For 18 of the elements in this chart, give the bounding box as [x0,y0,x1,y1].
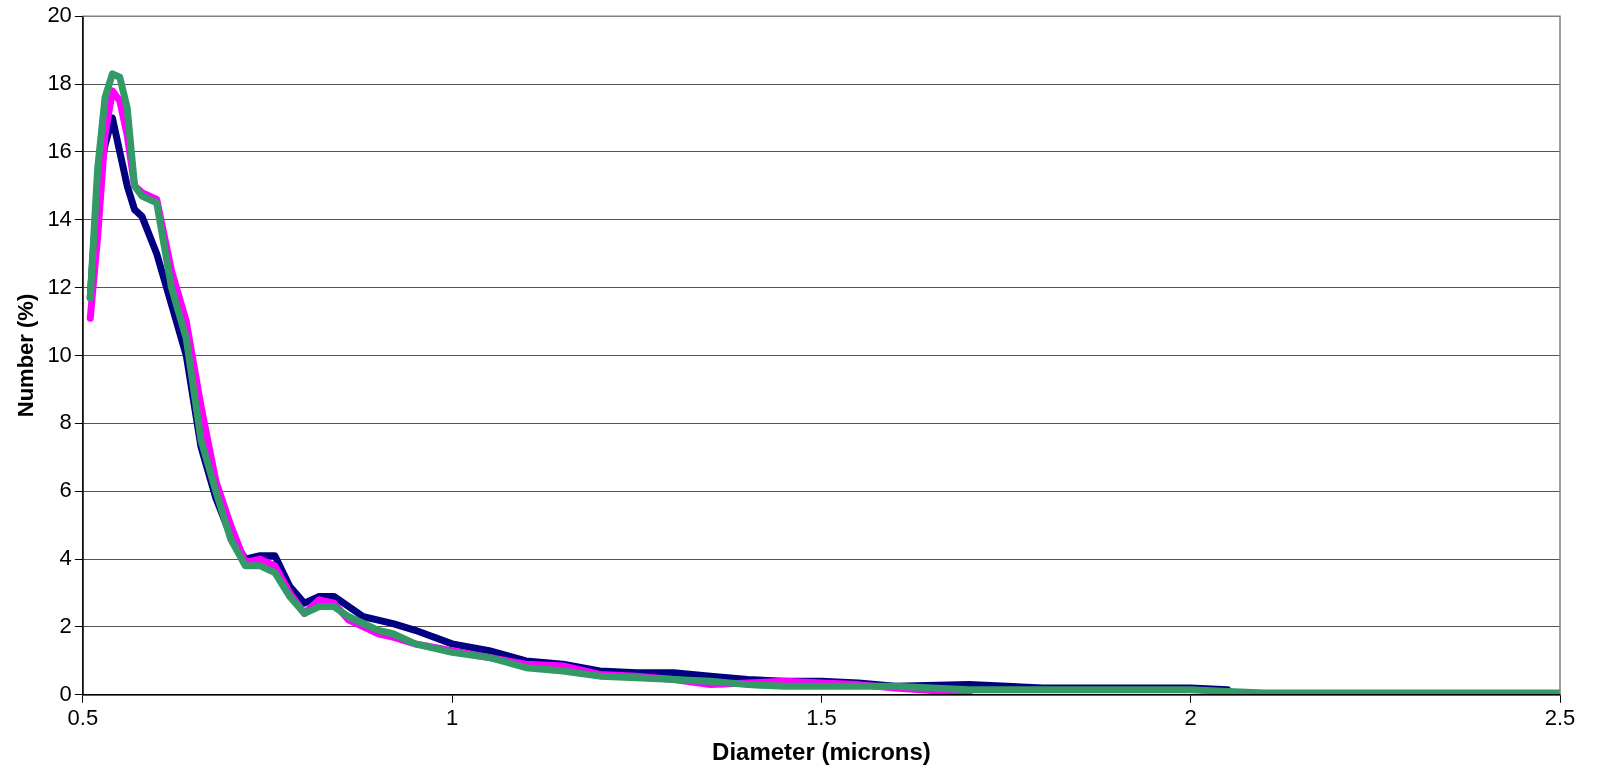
x-tick-label: 1.5 [806,705,837,731]
y-tick-label: 16 [47,137,72,163]
y-tick-label: 2 [59,613,72,638]
y-tick-label: 0 [59,680,72,706]
x-tick-label: 2 [1184,705,1197,731]
y-tick-label: 8 [59,409,72,435]
y-tick-label: 4 [59,545,72,571]
x-tick-label: 1 [446,705,459,731]
y-tick-label: 20 [47,2,72,28]
y-tick-label: 14 [47,205,72,231]
x-tick-label: 2.5 [1544,705,1576,731]
y-axis-title: Number (%) [13,293,39,418]
x-axis-title: Diameter (microns) [712,738,931,766]
x-tick-label: 0.5 [67,705,99,731]
y-tick-label: 12 [47,273,72,299]
y-tick-label: 10 [47,341,72,367]
y-tick-label: 6 [59,477,72,503]
y-tick-label: 18 [47,70,72,96]
